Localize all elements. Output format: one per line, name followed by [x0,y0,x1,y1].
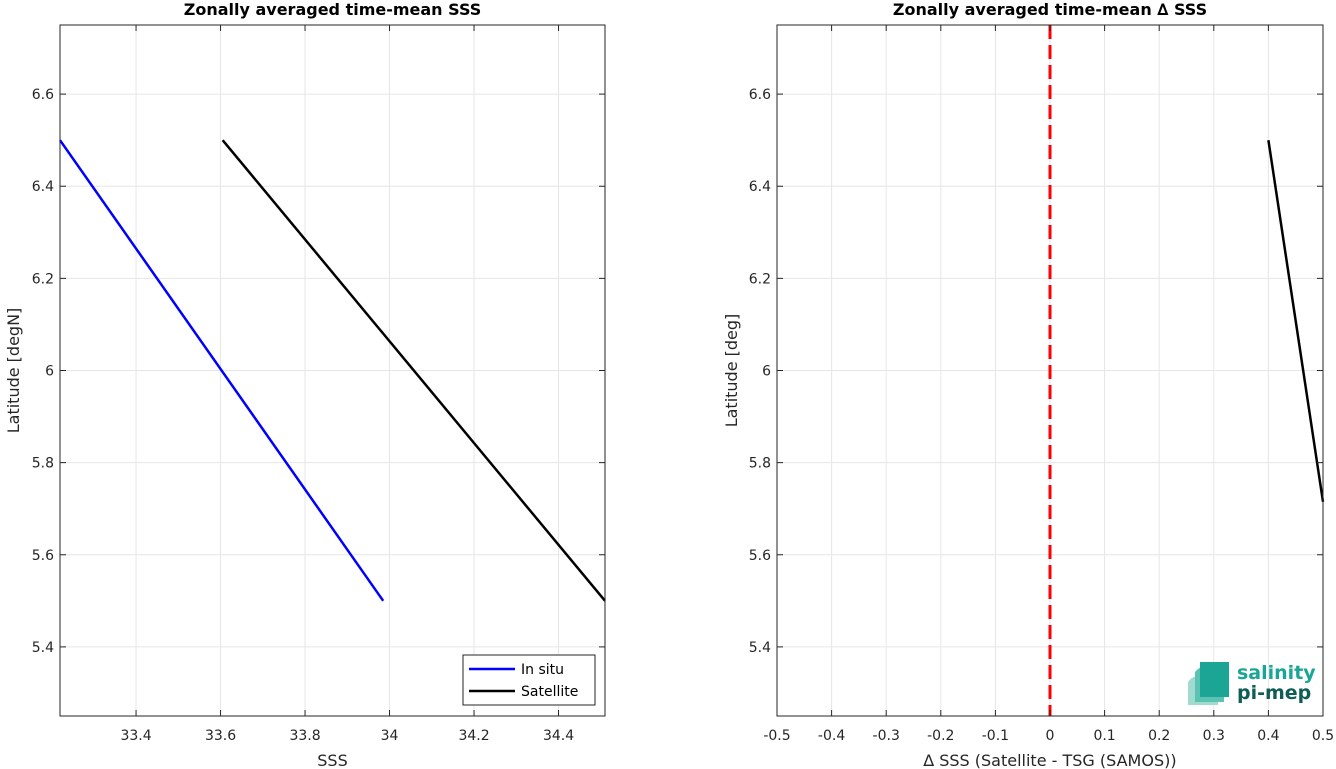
grid [60,25,605,716]
y-tick-label: 6.6 [749,87,771,103]
legend-entry: Satellite [521,684,578,700]
x-tick-label: -0.1 [982,728,1009,744]
y-tick-label: 5.6 [749,548,771,564]
y-tick-label: 5.4 [749,640,771,656]
x-tick-label: 34.2 [458,728,489,744]
x-tick-label: 0.3 [1203,728,1225,744]
x-tick-label: 33.6 [205,728,236,744]
x-tick-label: 0 [1046,728,1055,744]
logo-text-line1: salinity [1237,662,1316,684]
x-tick-label: 0.2 [1148,728,1170,744]
legend-box [462,654,596,706]
y-tick-label: 6.4 [32,179,54,195]
axes-1: 33.4 33.6 33.8 34 34.2 34.4 5.4 5.6 5.8 6 6.2 6.4 6.… [4,0,606,769]
y-axis-label: Latitude [degN] [4,308,23,434]
y-tick-label: 6.2 [749,271,771,287]
y-axis-label: Latitude [deg] [722,314,741,428]
x-tick-label: 33.8 [289,728,320,744]
x-tick-label: -0.4 [818,728,845,744]
chart-title: Zonally averaged time-mean ∆ SSS [893,0,1207,19]
x-tick-label: 34 [381,728,399,744]
x-tick-label: 0.4 [1257,728,1279,744]
y-tick-label: 5.8 [32,456,54,472]
x-tick-label: 33.4 [120,728,151,744]
x-tick-label: 0.5 [1312,728,1334,744]
y-tick-label: 6 [762,364,771,380]
y-tick-label: 6 [45,364,54,380]
y-tick-label: 5.4 [32,640,54,656]
y-tick-label: 6.2 [32,271,54,287]
y-tick-label: 5.6 [32,548,54,564]
y-tick-label: 6.4 [749,179,771,195]
x-tick-label: 0.1 [1093,728,1115,744]
chart-title: Zonally averaged time-mean SSS [184,0,482,19]
axes-2: -0.5 -0.4 -0.3 -0.2 -0.1 0 0.1 0.2 0.3 0.4 0.5 5.4 5… [722,0,1334,769]
series-line-1 [1267,139,1325,502]
logo-text-line2: pi-mep [1237,682,1311,704]
x-tick-label: -0.5 [763,728,790,744]
x-axis-label: SSS [317,751,347,769]
logo-wave-shape [1200,662,1229,697]
x-tick-label: 34.4 [543,728,574,744]
x-tick-label: -0.3 [873,728,900,744]
series-line-satellite [221,139,606,602]
y-tick-label: 5.8 [749,456,771,472]
legend-entry: In situ [521,662,564,678]
x-tick-label: -0.2 [927,728,954,744]
y-tick-label: 6.6 [32,87,54,103]
legend: In situ Satellite [462,654,596,706]
x-axis-label: ∆ SSS (Satellite - TSG (SAMOS)) [922,751,1176,769]
series-line-in-situ [58,139,385,602]
